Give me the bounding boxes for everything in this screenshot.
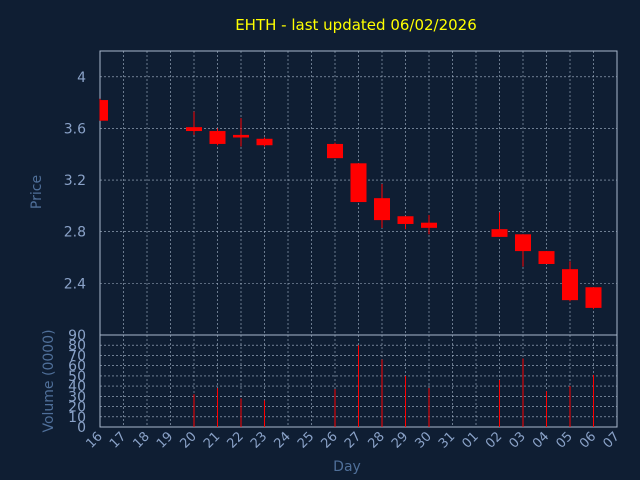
volume-tick-label: 10 xyxy=(68,410,86,426)
price-tick-label: 3.2 xyxy=(64,173,86,189)
price-panel: 2.4 2.8 3.2 3.6 4 xyxy=(64,50,618,336)
candle-body xyxy=(327,143,343,159)
volume-tick-label: 70 xyxy=(68,348,86,364)
price-tick-label: 2.4 xyxy=(64,276,86,292)
x-tick-label: 27 xyxy=(342,429,364,451)
candle-body xyxy=(397,216,414,224)
candle-body xyxy=(209,131,226,144)
x-tick-label: 28 xyxy=(366,429,388,451)
x-tick-label: 05 xyxy=(554,429,576,451)
volume-axis-label: Volume (0000) xyxy=(41,329,57,432)
candle-body xyxy=(350,163,367,203)
x-tick-label: 23 xyxy=(248,429,270,451)
candle-body xyxy=(233,134,249,138)
x-tick-label: 19 xyxy=(154,429,176,451)
x-tick-label: 26 xyxy=(319,429,341,451)
candle-body xyxy=(421,222,437,228)
volume-tick-label: 40 xyxy=(68,379,86,395)
price-tick-label: 4 xyxy=(77,70,86,86)
x-tick-label: 25 xyxy=(295,429,317,451)
x-tick-label: 31 xyxy=(436,429,458,451)
x-axis-label: Day xyxy=(333,459,361,475)
candle-body xyxy=(585,287,602,308)
x-tick-label: 03 xyxy=(507,429,529,451)
x-tick-label: 04 xyxy=(530,429,552,451)
x-tick-label: 16 xyxy=(84,429,106,451)
chart-title: EHTH - last updated 06/02/2026 xyxy=(235,16,477,34)
x-tick-label: 21 xyxy=(201,429,223,451)
candle-body xyxy=(374,198,390,221)
volume-tick-label: 20 xyxy=(68,400,86,416)
volume-tick-label: 90 xyxy=(68,328,86,344)
candle-body xyxy=(515,234,531,252)
x-tick-label: 24 xyxy=(272,429,294,451)
x-tick-label: 17 xyxy=(107,429,129,451)
x-axis: 16 17 18 19 20 21 22 23 24 25 26 27 28 29 30 31 01 02 03 04… xyxy=(84,429,623,451)
candle-body xyxy=(562,269,578,301)
candle-body xyxy=(491,229,508,237)
x-tick-label: 07 xyxy=(601,429,623,451)
volume-tick-label: 0 xyxy=(77,420,86,436)
volume-tick-label: 30 xyxy=(68,389,86,405)
price-axis-label: Price xyxy=(29,175,45,209)
x-tick-label: 22 xyxy=(225,429,247,451)
candle-body xyxy=(100,100,108,121)
candle-body xyxy=(256,138,273,146)
x-tick-label: 29 xyxy=(389,429,411,451)
price-tick-label: 2.8 xyxy=(64,225,86,241)
x-tick-label: 18 xyxy=(131,429,153,451)
price-tick-label: 3.6 xyxy=(64,121,86,137)
candle-body xyxy=(538,251,555,264)
x-tick-label: 02 xyxy=(483,429,505,451)
x-tick-label: 30 xyxy=(413,429,435,451)
x-tick-label: 06 xyxy=(577,429,599,451)
volume-tick-label: 50 xyxy=(68,369,86,385)
candle-body xyxy=(186,127,202,132)
x-tick-label: 01 xyxy=(460,429,482,451)
volume-tick-label: 60 xyxy=(68,359,86,375)
x-tick-label: 20 xyxy=(178,429,200,451)
volume-tick-label: 80 xyxy=(68,338,86,354)
